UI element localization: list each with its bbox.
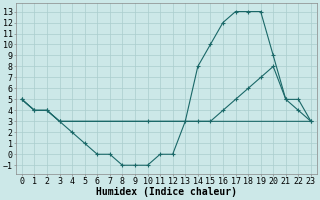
X-axis label: Humidex (Indice chaleur): Humidex (Indice chaleur) [96,187,237,197]
